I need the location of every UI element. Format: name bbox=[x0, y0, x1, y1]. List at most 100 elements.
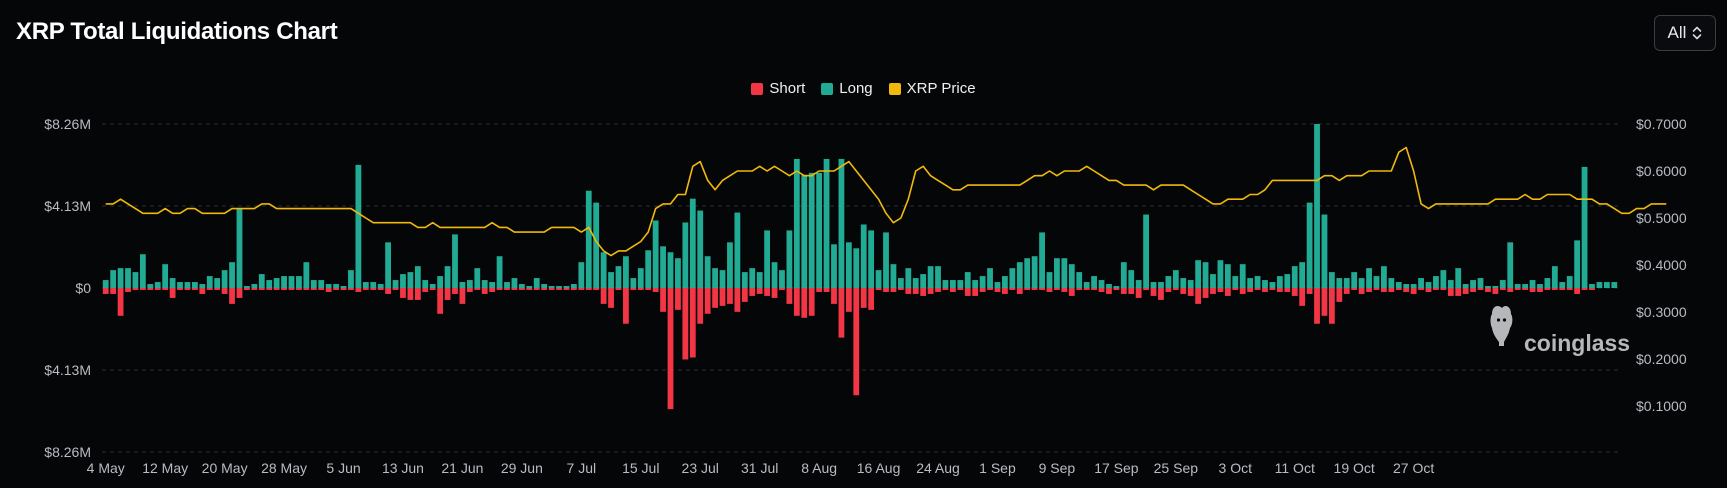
short-bar[interactable] bbox=[1232, 288, 1239, 290]
long-bar[interactable] bbox=[518, 284, 525, 288]
long-bar[interactable] bbox=[727, 242, 733, 288]
long-bar[interactable] bbox=[273, 278, 280, 288]
long-bar[interactable] bbox=[348, 270, 354, 288]
long-bar[interactable] bbox=[1158, 282, 1164, 288]
short-bar[interactable] bbox=[1210, 288, 1216, 294]
short-bar[interactable] bbox=[704, 288, 711, 314]
long-bar[interactable] bbox=[1507, 242, 1514, 288]
short-bar[interactable] bbox=[1291, 288, 1298, 296]
long-bar[interactable] bbox=[533, 278, 540, 288]
long-bar[interactable] bbox=[466, 280, 473, 288]
long-bar[interactable] bbox=[1083, 282, 1090, 288]
long-bar[interactable] bbox=[548, 286, 555, 288]
long-bar[interactable] bbox=[489, 282, 496, 288]
short-bar[interactable] bbox=[1366, 288, 1372, 292]
long-bar[interactable] bbox=[429, 284, 436, 288]
short-bar[interactable] bbox=[444, 288, 451, 300]
short-bar[interactable] bbox=[362, 288, 369, 290]
short-bar[interactable] bbox=[481, 288, 488, 294]
short-bar[interactable] bbox=[1537, 288, 1543, 292]
long-bar[interactable] bbox=[719, 270, 726, 288]
short-bar[interactable] bbox=[556, 288, 562, 290]
long-bar[interactable] bbox=[340, 286, 347, 288]
long-bar[interactable] bbox=[771, 262, 778, 288]
short-bar[interactable] bbox=[860, 288, 867, 308]
short-bar[interactable] bbox=[1106, 288, 1112, 294]
long-bar[interactable] bbox=[1150, 282, 1157, 288]
short-bar[interactable] bbox=[221, 288, 228, 294]
short-bar[interactable] bbox=[273, 288, 280, 290]
long-bar[interactable] bbox=[1068, 264, 1075, 288]
short-bar[interactable] bbox=[1395, 288, 1402, 290]
short-bar[interactable] bbox=[868, 288, 875, 310]
long-bar[interactable] bbox=[912, 278, 919, 288]
short-bar[interactable] bbox=[897, 288, 904, 290]
short-bar[interactable] bbox=[1388, 288, 1395, 292]
long-bar[interactable] bbox=[1522, 284, 1529, 288]
long-bar[interactable] bbox=[400, 274, 406, 288]
long-bar[interactable] bbox=[1054, 258, 1060, 288]
short-bar[interactable] bbox=[1477, 288, 1484, 290]
short-bar[interactable] bbox=[883, 288, 889, 292]
short-bar[interactable] bbox=[1217, 288, 1224, 292]
short-bar[interactable] bbox=[244, 288, 250, 290]
short-bar[interactable] bbox=[1068, 288, 1075, 296]
short-bar[interactable] bbox=[452, 288, 458, 294]
short-bar[interactable] bbox=[1172, 288, 1179, 290]
short-bar[interactable] bbox=[1098, 288, 1105, 292]
long-bar[interactable] bbox=[511, 278, 518, 288]
long-bar[interactable] bbox=[764, 230, 771, 288]
long-bar[interactable] bbox=[1009, 268, 1016, 288]
long-bar[interactable] bbox=[1440, 270, 1447, 288]
long-bar[interactable] bbox=[310, 280, 317, 288]
short-bar[interactable] bbox=[1403, 288, 1410, 292]
long-bar[interactable] bbox=[823, 158, 830, 288]
short-bar[interactable] bbox=[1559, 288, 1566, 290]
short-bar[interactable] bbox=[994, 288, 1001, 292]
short-bar[interactable] bbox=[1247, 288, 1254, 292]
short-bar[interactable] bbox=[400, 288, 406, 298]
long-bar[interactable] bbox=[422, 280, 429, 288]
long-bar[interactable] bbox=[1551, 266, 1558, 288]
short-bar[interactable] bbox=[1024, 288, 1031, 290]
long-bar[interactable] bbox=[362, 282, 369, 288]
short-bar[interactable] bbox=[474, 288, 481, 290]
long-bar[interactable] bbox=[392, 280, 399, 288]
long-bar[interactable] bbox=[1477, 278, 1484, 288]
short-bar[interactable] bbox=[1039, 288, 1045, 290]
long-bar[interactable] bbox=[377, 284, 384, 288]
short-bar[interactable] bbox=[1202, 288, 1209, 298]
long-bar[interactable] bbox=[1358, 278, 1365, 288]
short-bar[interactable] bbox=[1016, 288, 1023, 294]
long-bar[interactable] bbox=[786, 230, 793, 288]
long-bar[interactable] bbox=[1016, 262, 1023, 288]
short-bar[interactable] bbox=[518, 288, 525, 290]
long-bar[interactable] bbox=[556, 286, 562, 288]
long-bar[interactable] bbox=[905, 268, 912, 288]
long-bar[interactable] bbox=[585, 190, 592, 288]
short-bar[interactable] bbox=[236, 288, 243, 298]
short-bar[interactable] bbox=[1499, 288, 1506, 290]
short-bar[interactable] bbox=[1254, 288, 1261, 290]
long-bar[interactable] bbox=[652, 220, 659, 288]
short-bar[interactable] bbox=[1351, 288, 1358, 290]
short-bar[interactable] bbox=[296, 288, 302, 290]
long-bar[interactable] bbox=[244, 286, 250, 288]
long-bar[interactable] bbox=[1462, 284, 1469, 288]
long-bar[interactable] bbox=[154, 282, 161, 288]
long-bar[interactable] bbox=[452, 234, 458, 288]
long-bar[interactable] bbox=[793, 158, 800, 288]
short-bar[interactable] bbox=[154, 288, 161, 290]
short-bar[interactable] bbox=[377, 288, 384, 290]
long-bar[interactable] bbox=[1143, 214, 1150, 288]
long-bar[interactable] bbox=[1433, 276, 1439, 288]
short-bar[interactable] bbox=[1009, 288, 1016, 290]
long-bar[interactable] bbox=[1046, 272, 1053, 288]
long-bar[interactable] bbox=[1514, 284, 1521, 288]
long-bar[interactable] bbox=[897, 278, 904, 288]
short-bar[interactable] bbox=[1269, 288, 1276, 290]
short-bar[interactable] bbox=[281, 288, 287, 290]
short-bar[interactable] bbox=[1425, 288, 1432, 292]
short-bar[interactable] bbox=[816, 288, 823, 292]
short-bar[interactable] bbox=[303, 288, 310, 290]
